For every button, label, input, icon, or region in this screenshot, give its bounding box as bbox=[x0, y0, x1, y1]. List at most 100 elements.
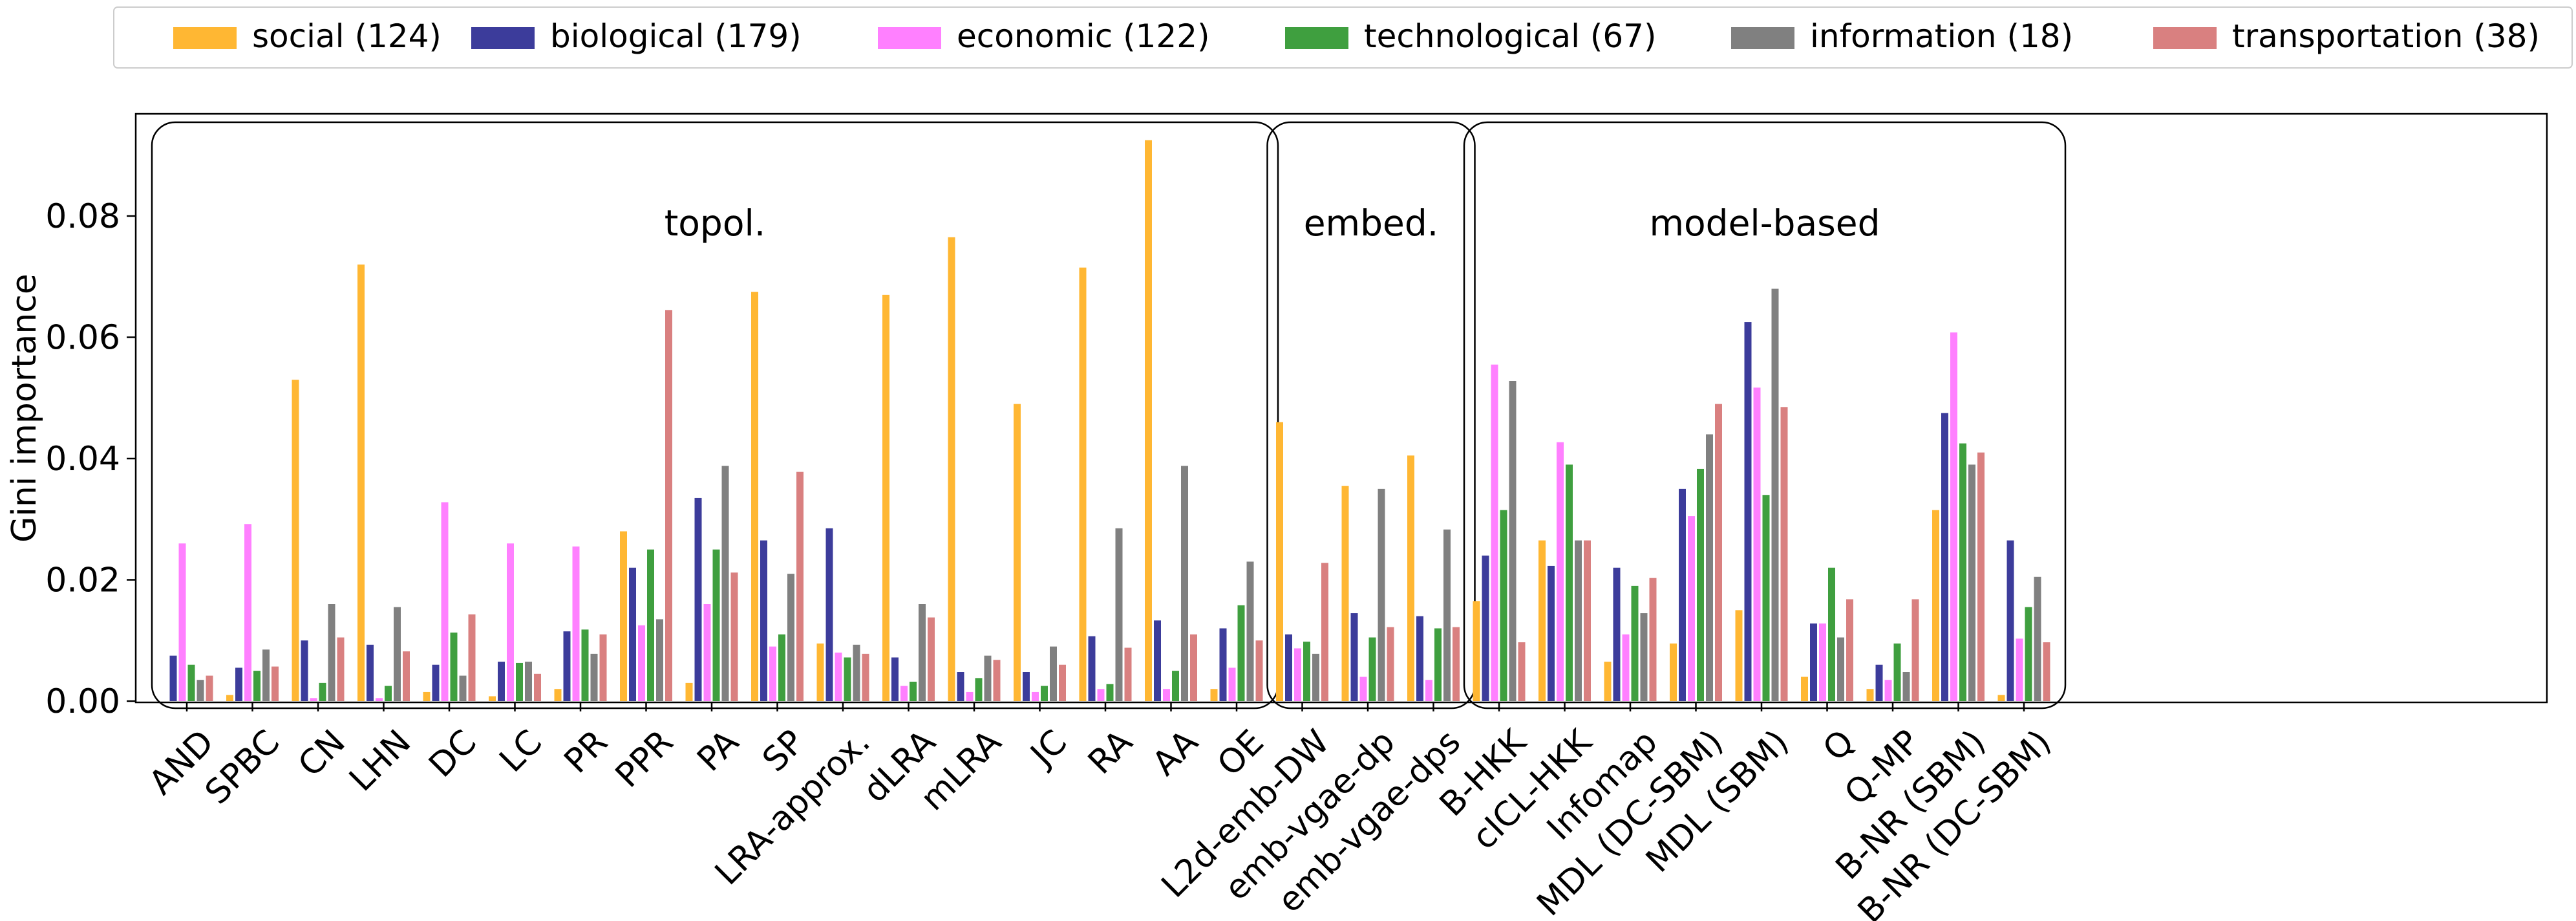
bar bbox=[1566, 464, 1573, 701]
bar bbox=[169, 655, 177, 701]
bar bbox=[1932, 510, 1939, 701]
x-tick-label: AA bbox=[1145, 722, 1206, 783]
bar bbox=[1950, 332, 1957, 701]
bar bbox=[730, 572, 738, 701]
legend-swatch bbox=[1731, 27, 1794, 49]
bar bbox=[1557, 442, 1564, 701]
legend-label: social (124) bbox=[252, 17, 442, 55]
bar bbox=[1575, 540, 1582, 701]
bar bbox=[292, 380, 299, 701]
bar bbox=[1172, 671, 1179, 701]
bar bbox=[1780, 407, 1788, 701]
bar bbox=[178, 543, 186, 701]
bar bbox=[1548, 565, 1555, 701]
bar bbox=[581, 629, 589, 701]
bar bbox=[1959, 443, 1966, 701]
bar bbox=[787, 574, 794, 701]
y-tick-label: 0.04 bbox=[45, 440, 120, 479]
bar bbox=[1846, 599, 1853, 701]
bar bbox=[1050, 646, 1057, 701]
bar bbox=[450, 633, 458, 701]
bar bbox=[1425, 680, 1432, 701]
bar bbox=[1902, 672, 1910, 701]
bar bbox=[1359, 677, 1367, 701]
bar bbox=[1518, 642, 1526, 701]
legend: social (124) biological (179) economic (12… bbox=[113, 6, 2573, 69]
bar bbox=[1482, 556, 1489, 701]
bar bbox=[301, 640, 308, 701]
bar bbox=[620, 531, 627, 701]
bar bbox=[1941, 413, 1948, 701]
bar bbox=[712, 549, 720, 701]
bar bbox=[534, 673, 541, 701]
bar bbox=[357, 265, 365, 701]
bar bbox=[367, 644, 374, 701]
bar bbox=[590, 653, 598, 701]
bar bbox=[507, 543, 514, 701]
bar bbox=[1321, 563, 1328, 701]
bar bbox=[882, 294, 889, 701]
group-box bbox=[1463, 121, 2067, 710]
bar bbox=[468, 614, 476, 701]
bar bbox=[1041, 686, 1048, 701]
bar bbox=[563, 631, 571, 701]
bar bbox=[1631, 585, 1639, 701]
bar-marks bbox=[169, 140, 2050, 701]
bar bbox=[1538, 540, 1546, 701]
bar bbox=[385, 686, 392, 701]
bar bbox=[572, 546, 580, 701]
bar bbox=[1819, 623, 1826, 701]
bar bbox=[1023, 672, 1030, 701]
bar bbox=[844, 657, 851, 701]
bar bbox=[1491, 364, 1498, 701]
bar bbox=[1500, 510, 1507, 701]
bar bbox=[900, 686, 908, 701]
x-tick-label: PPR bbox=[608, 722, 681, 795]
bar bbox=[835, 653, 842, 701]
bar bbox=[1181, 466, 1188, 701]
bar bbox=[919, 604, 926, 701]
bar bbox=[1977, 452, 1985, 701]
bar bbox=[853, 644, 860, 701]
bar bbox=[1276, 422, 1283, 701]
bar bbox=[376, 698, 383, 701]
bar bbox=[197, 680, 204, 701]
bar bbox=[2007, 540, 2014, 701]
bar bbox=[1032, 691, 1039, 701]
bar bbox=[769, 646, 776, 701]
bar bbox=[891, 657, 899, 701]
bar bbox=[760, 540, 767, 701]
bar bbox=[957, 672, 964, 701]
bar bbox=[1237, 605, 1245, 701]
bar bbox=[685, 682, 693, 701]
legend-label: transportation (38) bbox=[2232, 17, 2540, 55]
y-tick-label: 0.08 bbox=[45, 197, 120, 236]
y-tick-label: 0.06 bbox=[45, 319, 120, 358]
bar bbox=[703, 604, 711, 701]
bar bbox=[647, 549, 654, 701]
legend-swatch bbox=[878, 27, 941, 49]
bar bbox=[1124, 647, 1132, 701]
bar bbox=[1640, 613, 1648, 701]
bar bbox=[226, 695, 233, 701]
legend-label: biological (179) bbox=[550, 17, 802, 55]
bar bbox=[638, 625, 645, 701]
bar bbox=[1828, 567, 1835, 701]
bar bbox=[516, 662, 523, 701]
bar bbox=[1014, 404, 1021, 701]
bar bbox=[489, 696, 496, 701]
legend-label: economic (122) bbox=[957, 17, 1210, 55]
legend-label: technological (67) bbox=[1364, 17, 1657, 55]
bar bbox=[1866, 689, 1874, 701]
legend-swatch bbox=[1285, 27, 1348, 49]
bar bbox=[778, 634, 785, 701]
bar bbox=[432, 664, 440, 701]
bar bbox=[796, 471, 804, 701]
bar bbox=[599, 634, 607, 701]
bar bbox=[928, 617, 935, 701]
bar bbox=[1097, 689, 1105, 701]
bar bbox=[1154, 620, 1161, 701]
bar bbox=[975, 678, 983, 701]
